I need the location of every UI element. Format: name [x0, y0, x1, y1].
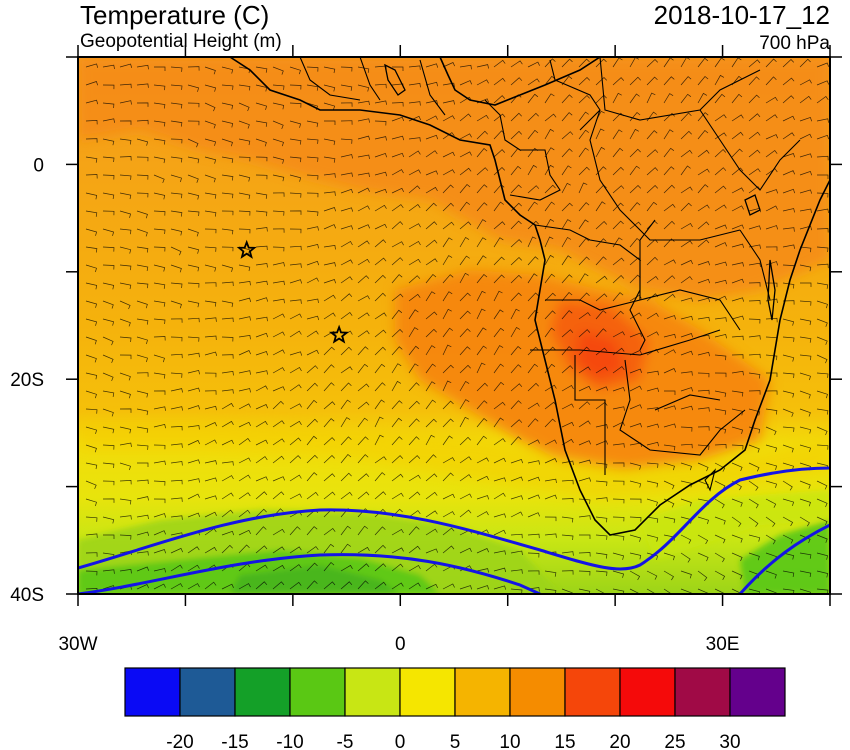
- x-tick-label: 30E: [706, 634, 740, 655]
- star-marker-icon: [236, 239, 257, 259]
- colorbar-swatch: [234, 667, 291, 717]
- colorbar-swatch: [124, 667, 181, 717]
- star-marker-icon: [328, 324, 350, 344]
- colorbar-label: -10: [276, 732, 303, 750]
- x-tick-label: 0: [395, 634, 406, 655]
- height-contours: [78, 466, 830, 594]
- x-axis-labels: 30W 0 30E: [58, 634, 739, 655]
- colorbar-swatch: [289, 667, 346, 717]
- pressure-level: 700 hPa: [759, 33, 830, 54]
- colorbar-label: 15: [554, 732, 575, 750]
- colorbar-swatch: [454, 667, 511, 717]
- colorbar-swatch: [399, 667, 456, 717]
- y-axis-labels: 0 20S 40S: [10, 155, 44, 606]
- valid-time: 2018-10-17_12: [653, 0, 830, 30]
- colorbar-swatch: [344, 667, 401, 717]
- map-field: [78, 57, 830, 594]
- country-borders: [299, 57, 801, 492]
- colorbar-label: -5: [337, 732, 354, 750]
- x-tick-label: 30W: [58, 634, 97, 655]
- lakes: [384, 63, 776, 321]
- colorbar: [124, 667, 786, 717]
- colorbar-swatch: [674, 667, 731, 717]
- y-tick-label: 20S: [10, 370, 44, 391]
- colorbar-label: -15: [221, 732, 248, 750]
- colorbar-label: 25: [664, 732, 685, 750]
- colorbar-label: 5: [450, 732, 461, 750]
- colorbar-swatch: [619, 667, 676, 717]
- plot-subtitle: Geopotential Height (m): [80, 31, 282, 52]
- colorbar-label: -20: [166, 732, 193, 750]
- colorbar-swatch: [179, 667, 236, 717]
- plot-title: Temperature (C): [80, 0, 270, 30]
- map-frame: [77, 56, 831, 595]
- y-tick-label: 40S: [10, 585, 44, 606]
- colorbar-swatch: [509, 667, 566, 717]
- colorbar-label: 20: [609, 732, 630, 750]
- colorbar-swatch: [564, 667, 621, 717]
- colorbar-label: 0: [395, 732, 406, 750]
- colorbar-labels: -20 -15 -10 -5 0 5 10 15 20 25 30: [166, 732, 740, 750]
- colorbar-label: 10: [499, 732, 520, 750]
- colorbar-label: 30: [719, 732, 740, 750]
- coastlines: [229, 57, 830, 536]
- station-markers: [236, 239, 350, 344]
- y-tick-label: 0: [33, 155, 44, 176]
- colorbar-swatch: [729, 667, 786, 717]
- axis-ticks: [66, 45, 842, 606]
